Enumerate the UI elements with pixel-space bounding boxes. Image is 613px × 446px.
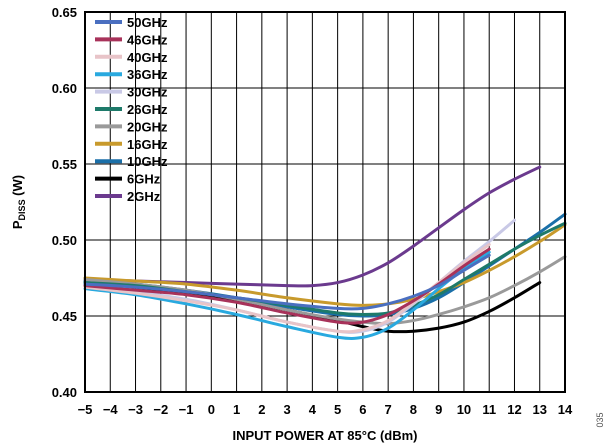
legend-label-30ghz: 30GHz: [127, 85, 168, 100]
x-tick-label: 14: [558, 402, 573, 417]
x-tick-label: −2: [153, 402, 168, 417]
legend-label-50ghz: 50GHz: [127, 15, 168, 30]
series-line-2ghz: [83, 165, 542, 288]
legend-label-40ghz: 40GHz: [127, 50, 168, 65]
x-tick-labels: −5 −4 −3 −2 −1 0 1 2 3 4 5 6 7 8 9 10 11 12 13 14: [78, 402, 573, 417]
x-tick-label: −5: [78, 402, 93, 417]
y-tick-label: 0.50: [52, 233, 77, 248]
y-tick-labels: 0.40 0.45 0.50 0.55 0.60 0.65: [52, 5, 77, 400]
y-tick-label: 0.45: [52, 309, 77, 324]
x-tick-label: 1: [233, 402, 240, 417]
x-tick-label: 12: [507, 402, 521, 417]
legend-label-46ghz: 46GHz: [127, 32, 168, 47]
legend: 50GHz 46GHz 40GHz 36GHz 30GHz 26GHz 20GHz 16GHz…: [95, 15, 168, 204]
x-tick-label: 5: [334, 402, 341, 417]
series-line-50ghz: [83, 253, 491, 311]
legend-label-2ghz: 2GHz: [127, 189, 161, 204]
legend-label-36ghz: 36GHz: [127, 67, 168, 82]
series-lines: [83, 165, 567, 341]
y-tick-label: 0.65: [52, 5, 77, 20]
y-tick-label: 0.40: [52, 385, 77, 400]
y-axis-title: PDISS (W): [10, 175, 27, 229]
figure-id: 035: [595, 412, 605, 427]
x-tick-label: 0: [208, 402, 215, 417]
x-tick-label: −4: [103, 402, 119, 417]
x-tick-label: 7: [385, 402, 392, 417]
x-tick-label: 8: [410, 402, 417, 417]
y-axis-title-unit: (W): [10, 175, 25, 200]
plot-frame: [84, 11, 566, 393]
y-tick-label: 0.60: [52, 81, 77, 96]
x-tick-label: −3: [128, 402, 143, 417]
y-axis-title-main: P: [10, 220, 25, 229]
x-axis-title: INPUT POWER AT 85°C (dBm): [232, 428, 417, 443]
y-tick-label: 0.55: [52, 157, 77, 172]
x-tick-label: 10: [457, 402, 471, 417]
series-line-36ghz: [83, 250, 491, 341]
legend-label-6ghz: 6GHz: [127, 172, 161, 187]
legend-label-26ghz: 26GHz: [127, 102, 168, 117]
x-tick-label: 4: [309, 402, 317, 417]
x-tick-label: 6: [359, 402, 366, 417]
series-line-46ghz: [83, 247, 491, 325]
x-tick-label: 3: [283, 402, 290, 417]
x-tick-label: −1: [179, 402, 194, 417]
legend-label-16ghz: 16GHz: [127, 137, 168, 152]
x-tick-label: 13: [533, 402, 547, 417]
y-axis-title-sub: DISS: [17, 199, 27, 220]
x-tick-label: 9: [435, 402, 442, 417]
x-tick-label: 11: [482, 402, 496, 417]
legend-label-20ghz: 20GHz: [127, 119, 168, 134]
x-tick-label: 2: [258, 402, 265, 417]
legend-label-10ghz: 10GHz: [127, 154, 168, 169]
